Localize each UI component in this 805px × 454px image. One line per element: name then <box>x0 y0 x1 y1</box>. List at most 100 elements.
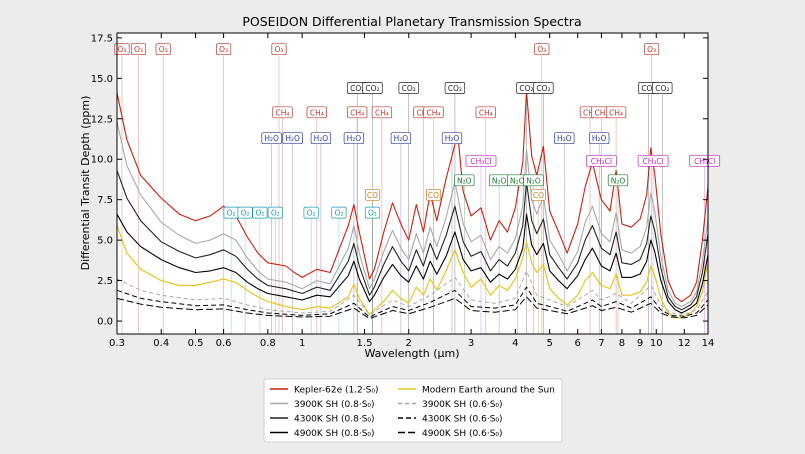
annotation-box-47 <box>252 206 268 219</box>
x-tick-label-1: 0.4 <box>153 338 169 349</box>
plot-frame <box>116 32 709 335</box>
annotation-label-43: CO <box>428 191 439 200</box>
annotation-label-34: CH₃Cl <box>591 157 612 166</box>
annotation-label-49: O₂ <box>307 209 316 218</box>
annotation-box-37 <box>454 174 475 187</box>
annotation-label-48: O₂ <box>271 209 280 218</box>
annotation-label-8: CO₂ <box>365 84 379 93</box>
annotation-box-0 <box>114 43 130 56</box>
annotation-box-51 <box>364 206 381 219</box>
annotation-box-43 <box>425 188 442 201</box>
x-tick-label-2: 0.5 <box>188 338 204 349</box>
x-tick-label-16: 12 <box>678 338 691 349</box>
annotation-label-46: O₂ <box>241 209 250 218</box>
x-tick-label-9: 4 <box>512 338 518 349</box>
annotation-label-22: CH₄ <box>583 108 597 117</box>
annotation-label-24: CH₄ <box>609 108 623 117</box>
annotation-box-26 <box>282 132 303 145</box>
annotation-box-36 <box>689 154 721 167</box>
annotation-label-15: CH₄ <box>276 108 290 117</box>
annotation-label-0: O₃ <box>118 45 127 54</box>
annotation-box-21 <box>475 106 496 119</box>
annotation-label-38: N₂O <box>492 176 507 185</box>
annotation-label-6: O₃ <box>647 45 656 54</box>
legend: Kepler-62e (1.2·S₀) 3900K SH (0.8·S₀) 4300… <box>263 378 563 443</box>
legend-label-earth: Modern Earth around the Sun <box>422 386 555 396</box>
x-tick-label-11: 6 <box>575 338 581 349</box>
annotation-box-33 <box>465 154 497 167</box>
annotation-label-51: O₂ <box>368 209 377 218</box>
annotation-label-10: CO₂ <box>448 84 462 93</box>
annotation-box-4 <box>271 43 287 56</box>
annotation-label-31: H₂O <box>557 134 572 143</box>
annotation-label-32: H₂O <box>592 134 607 143</box>
axis-ticks: 0.3 0.4 0.5 0.6 0.8 1 1.5 2 3 4 5 6 7 8 9 10 12 14 0.0 2.5 5… <box>91 33 714 349</box>
annotation-box-9 <box>398 82 419 94</box>
annotation-box-2 <box>155 43 171 56</box>
annotation-box-28 <box>343 132 365 145</box>
series-line-sh39b <box>116 270 709 316</box>
annotation-box-16 <box>306 106 327 119</box>
annotation-label-4: O₃ <box>275 45 284 54</box>
x-tick-label-12: 7 <box>598 338 604 349</box>
x-tick-label-15: 10 <box>650 338 663 349</box>
annotation-label-47: O₂ <box>255 209 264 218</box>
series-line-earth <box>116 225 709 319</box>
annotation-box-5 <box>534 43 550 56</box>
annotation-box-30 <box>441 132 463 145</box>
x-tick-label-3: 0.6 <box>216 338 232 349</box>
series-line-sh43b <box>116 286 709 318</box>
annotation-box-40 <box>523 174 544 187</box>
legend-label-sh43b: 4300K SH (0.6·S₀) <box>422 415 503 425</box>
annotation-box-50 <box>331 206 347 219</box>
annotation-label-44: CO <box>533 191 544 200</box>
annotation-box-32 <box>589 132 610 145</box>
annotation-label-18: CH₄ <box>375 108 389 117</box>
annotation-box-31 <box>554 132 575 145</box>
y-tick-label-0: 0.0 <box>97 317 113 328</box>
annotation-label-39: N₂O <box>510 176 525 185</box>
legend-label-sh39a: 3900K SH (0.8·S₀) <box>294 400 375 410</box>
x-tick-label-0: 0.3 <box>109 338 125 349</box>
annotation-label-45: O₂ <box>227 209 236 218</box>
annotation-label-35: CH₃Cl <box>642 157 663 166</box>
x-tick-label-14: 9 <box>637 338 643 349</box>
annotation-box-44 <box>530 188 547 201</box>
annotation-label-21: CH₄ <box>479 108 493 117</box>
legend-label-sh49b: 4900K SH (0.6·S₀) <box>422 429 503 439</box>
annotation-box-8 <box>362 82 383 94</box>
annotation-box-48 <box>267 206 283 219</box>
chart-title: POSEIDON Differential Planetary Transmis… <box>242 14 581 29</box>
annotation-box-25 <box>261 132 282 145</box>
legend-label-sh43a: 4300K SH (0.8·S₀) <box>294 415 375 425</box>
series-line-sh43a <box>116 170 709 311</box>
legend-label-k62: Kepler-62e (1.2·S₀) <box>294 386 378 396</box>
x-tick-label-8: 3 <box>468 338 474 349</box>
y-tick-label-4: 10.0 <box>91 155 113 166</box>
annotation-label-29: H₂O <box>394 134 409 143</box>
legend-box <box>263 378 563 443</box>
y-tick-label-5: 12.5 <box>91 114 113 125</box>
annotation-label-28: H₂O <box>347 134 362 143</box>
annotation-box-20 <box>423 106 444 119</box>
annotation-box-24 <box>605 106 627 119</box>
annotation-box-6 <box>644 43 660 56</box>
annotation-label-23: CH₄ <box>594 108 608 117</box>
annotation-box-1 <box>130 43 147 56</box>
annotation-label-16: CH₄ <box>310 108 324 117</box>
x-tick-label-6: 1.5 <box>357 338 373 349</box>
x-tick-label-7: 2 <box>406 338 412 349</box>
annotation-label-37: N₂O <box>457 176 472 185</box>
y-tick-label-3: 7.5 <box>97 195 113 206</box>
annotation-label-26: H₂O <box>285 134 300 143</box>
series-line-sh49b <box>116 296 709 320</box>
annotation-box-42 <box>364 188 381 201</box>
x-tick-label-5: 1 <box>299 338 305 349</box>
annotation-box-3 <box>216 43 232 56</box>
annotation-label-36: CH₃Cl <box>694 157 715 166</box>
annotation-box-17 <box>347 106 368 119</box>
annotation-label-41: N₂O <box>611 176 626 185</box>
